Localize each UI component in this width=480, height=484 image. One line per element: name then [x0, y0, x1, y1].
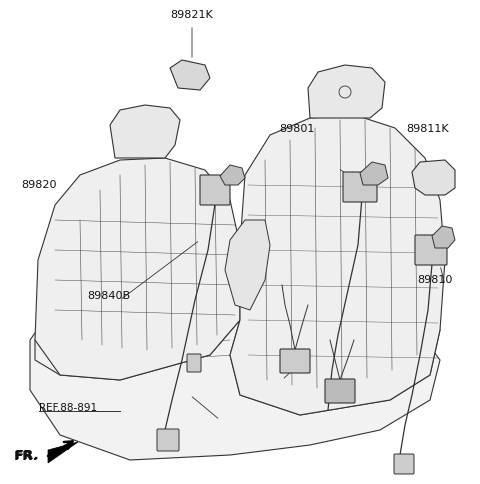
Text: FR.: FR. [14, 450, 39, 463]
Text: 89810: 89810 [418, 275, 453, 285]
Polygon shape [308, 65, 385, 118]
Polygon shape [360, 162, 388, 185]
Polygon shape [220, 165, 245, 185]
Polygon shape [48, 442, 78, 463]
Polygon shape [230, 260, 440, 415]
Polygon shape [35, 265, 240, 380]
FancyBboxPatch shape [394, 454, 414, 474]
Polygon shape [412, 160, 455, 195]
Text: 89811K: 89811K [406, 123, 448, 134]
Text: 89840B: 89840B [87, 291, 131, 301]
Polygon shape [230, 115, 445, 415]
Polygon shape [170, 60, 210, 90]
FancyBboxPatch shape [325, 379, 355, 403]
FancyBboxPatch shape [157, 429, 179, 451]
Text: FR.: FR. [14, 450, 39, 462]
FancyBboxPatch shape [187, 354, 201, 372]
FancyBboxPatch shape [200, 175, 230, 205]
FancyBboxPatch shape [415, 235, 447, 265]
FancyBboxPatch shape [280, 349, 310, 373]
Polygon shape [225, 220, 270, 310]
Polygon shape [432, 226, 455, 248]
Polygon shape [35, 158, 240, 380]
Text: REF.88-891: REF.88-891 [39, 403, 97, 412]
Polygon shape [110, 105, 180, 158]
FancyBboxPatch shape [343, 172, 377, 202]
Text: 89821K: 89821K [170, 10, 214, 20]
Text: 89820: 89820 [21, 180, 57, 190]
Polygon shape [30, 265, 440, 460]
Text: 89801: 89801 [279, 123, 314, 134]
